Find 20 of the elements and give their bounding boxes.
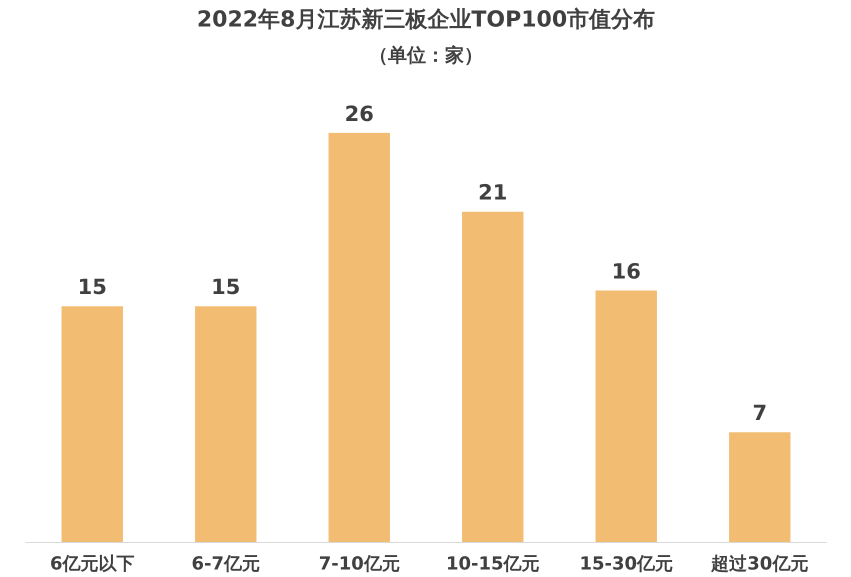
x-tick-label: 6亿元以下 <box>50 554 135 574</box>
bar <box>729 432 790 542</box>
x-tick-label: 7-10亿元 <box>318 554 400 574</box>
data-label: 26 <box>344 102 374 126</box>
chart-title: 2022年8月江苏新三板企业TOP100市值分布 <box>196 6 656 32</box>
bar <box>328 132 390 542</box>
x-tick-label: 10-15亿元 <box>446 554 540 574</box>
bar <box>596 290 657 542</box>
bar <box>195 306 256 542</box>
x-tick-label: 超过30亿元 <box>710 554 808 574</box>
chart-subtitle: （单位：家） <box>369 44 483 66</box>
data-label: 15 <box>211 275 240 300</box>
data-label: 15 <box>78 275 107 300</box>
data-label: 7 <box>752 401 768 426</box>
x-tick-label: 15-30亿元 <box>579 554 674 574</box>
data-label: 16 <box>612 259 641 284</box>
x-tick-label: 6-7亿元 <box>191 554 260 574</box>
bar <box>462 212 524 542</box>
data-label: 21 <box>478 180 508 205</box>
bar <box>62 306 123 542</box>
